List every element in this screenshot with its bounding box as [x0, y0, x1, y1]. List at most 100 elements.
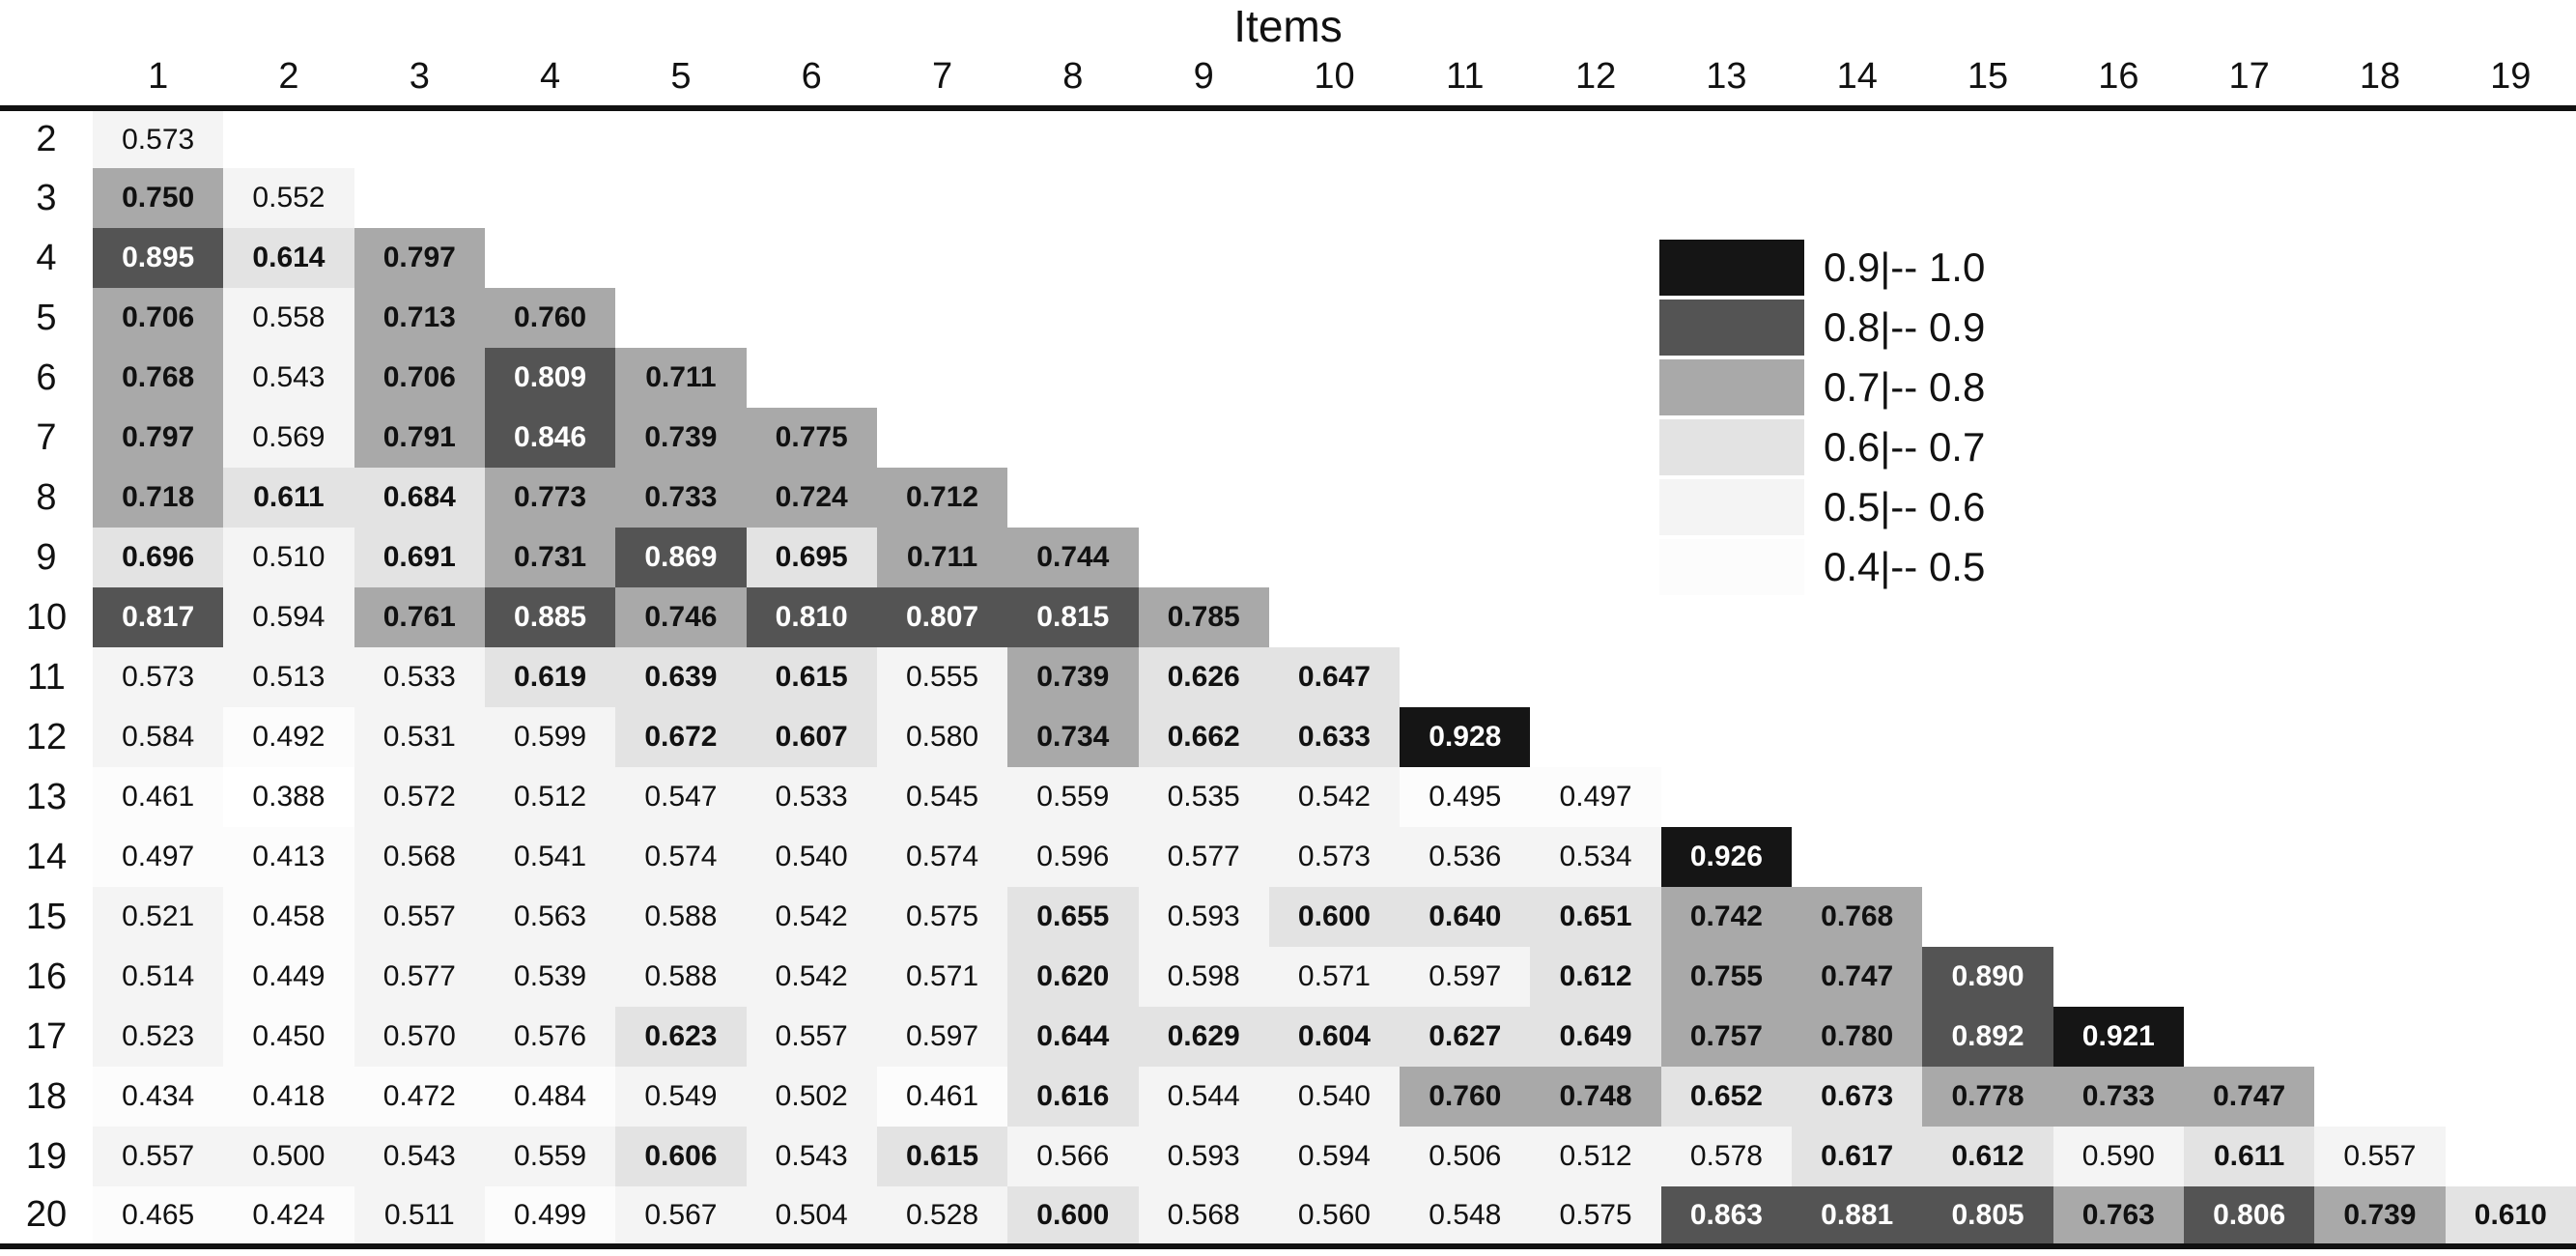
matrix-cell: 0.611 [223, 468, 354, 528]
matrix-cell: 0.712 [876, 468, 1008, 528]
matrix-row: 14 0.497 0.413 0.568 0.541 0.574 0.540 0.574 0.5… [0, 827, 2576, 887]
matrix-cell: 0.885 [484, 587, 616, 647]
matrix-cell: 0.465 [93, 1186, 224, 1249]
row-header: 17 [25, 1015, 68, 1057]
legend-label: 0.6|-- 0.7 [1824, 424, 1986, 470]
matrix-row: 11 0.573 0.513 0.533 0.619 0.639 0.615 0.555 0.7… [0, 647, 2576, 707]
matrix-cell: 0.540 [746, 827, 877, 887]
row-header: 3 [36, 177, 57, 218]
matrix-cell: 0.768 [1792, 887, 1923, 947]
column-header: 19 [2445, 52, 2576, 111]
matrix-cell: 0.718 [93, 468, 224, 528]
matrix-cell: 0.590 [2052, 1127, 2184, 1186]
empty-cell [2053, 348, 2184, 408]
column-header-row: 1 2 3 4 5 6 7 8 9 10 11 12 13 14 15 16 17 18 19 [0, 52, 2576, 111]
column-header: 10 [1268, 52, 1401, 111]
matrix-cell: 0.484 [484, 1067, 616, 1127]
empty-cell [877, 168, 1007, 228]
matrix-cell: 0.543 [354, 1127, 485, 1186]
matrix-cell: 0.649 [1530, 1007, 1661, 1067]
matrix-cell: 0.810 [746, 587, 877, 647]
empty-cell [1922, 647, 2052, 707]
empty-cell [1661, 168, 1792, 228]
matrix-cell: 0.596 [1007, 827, 1139, 887]
empty-cell [1139, 168, 1269, 228]
empty-cell [747, 108, 877, 168]
matrix-cell: 0.881 [1792, 1186, 1923, 1249]
empty-cell [2314, 707, 2445, 767]
matrix-row: 8 0.718 0.611 0.684 0.773 0.733 0.724 0.712 [0, 468, 2576, 528]
matrix-cell: 0.607 [746, 707, 877, 767]
empty-cell [1400, 348, 1530, 408]
matrix-cell: 0.566 [1007, 1127, 1139, 1186]
empty-cell [2446, 767, 2576, 827]
matrix-cell: 0.568 [354, 827, 485, 887]
matrix-cell: 0.610 [2445, 1186, 2576, 1249]
matrix-cell: 0.573 [93, 108, 224, 168]
matrix-cell: 0.863 [1660, 1186, 1793, 1249]
empty-cell [1269, 108, 1400, 168]
empty-cell [1139, 408, 1269, 468]
legend-item: 0.5|-- 0.6 [1659, 477, 1985, 537]
row-header: 2 [36, 119, 57, 159]
empty-cell [1269, 468, 1400, 528]
empty-cell [2314, 1067, 2445, 1127]
empty-cell [1922, 108, 2052, 168]
matrix-cell: 0.773 [484, 468, 616, 528]
row-header: 19 [25, 1135, 68, 1177]
matrix-cell: 0.750 [93, 168, 224, 228]
empty-cell [2314, 947, 2445, 1007]
empty-cell [1007, 408, 1138, 468]
empty-cell [2446, 1127, 2576, 1186]
matrix-cell: 0.739 [2314, 1186, 2446, 1249]
matrix-cell: 0.542 [746, 887, 877, 947]
legend-item: 0.7|-- 0.8 [1659, 357, 1985, 417]
matrix-cell: 0.775 [746, 408, 877, 468]
matrix-cell: 0.639 [615, 647, 747, 707]
matrix-cell: 0.817 [93, 587, 224, 647]
empty-cell [1007, 108, 1138, 168]
matrix-row: 20 0.465 0.424 0.511 0.499 0.567 0.504 0.528 0.6… [0, 1186, 2576, 1249]
empty-cell [2446, 528, 2576, 587]
empty-cell [354, 108, 485, 168]
matrix-cell: 0.560 [1268, 1186, 1401, 1249]
matrix-cell: 0.588 [615, 947, 747, 1007]
empty-cell [1400, 108, 1530, 168]
matrix-cell: 0.575 [1530, 1186, 1661, 1249]
matrix-cell: 0.757 [1660, 1007, 1793, 1067]
empty-cell [1922, 887, 2052, 947]
empty-cell [1530, 168, 1660, 228]
matrix-row: 19 0.557 0.500 0.543 0.559 0.606 0.543 0.615 0.5… [0, 1127, 2576, 1186]
matrix-cell: 0.450 [223, 1007, 354, 1067]
empty-cell [2053, 468, 2184, 528]
empty-cell [2184, 887, 2314, 947]
matrix-cell: 0.807 [876, 587, 1008, 647]
matrix-cell: 0.577 [354, 947, 485, 1007]
empty-cell [2446, 408, 2576, 468]
empty-cell [1530, 647, 1660, 707]
matrix-cell: 0.571 [1268, 947, 1401, 1007]
empty-cell [1661, 707, 1792, 767]
matrix-cell: 0.746 [615, 587, 747, 647]
empty-cell [1792, 168, 1922, 228]
row-header: 7 [36, 416, 57, 458]
matrix-cell: 0.500 [223, 1127, 354, 1186]
empty-cell [1530, 288, 1660, 348]
matrix-cell: 0.612 [1922, 1127, 2053, 1186]
matrix-cell: 0.627 [1400, 1007, 1531, 1067]
matrix-cell: 0.552 [223, 168, 354, 228]
empty-cell [1269, 228, 1400, 288]
empty-cell [1792, 767, 1922, 827]
legend-label: 0.5|-- 0.6 [1824, 484, 1986, 529]
matrix-row: 12 0.584 0.492 0.531 0.599 0.672 0.607 0.580 0.7… [0, 707, 2576, 767]
matrix-cell: 0.531 [354, 707, 485, 767]
empty-cell [1661, 647, 1792, 707]
empty-cell [2184, 587, 2314, 647]
column-header: 17 [2184, 52, 2315, 111]
matrix-cell: 0.606 [615, 1127, 747, 1186]
empty-cell [877, 288, 1007, 348]
empty-cell [615, 168, 746, 228]
empty-cell [2184, 1007, 2314, 1067]
empty-cell [2446, 288, 2576, 348]
empty-cell [615, 108, 746, 168]
